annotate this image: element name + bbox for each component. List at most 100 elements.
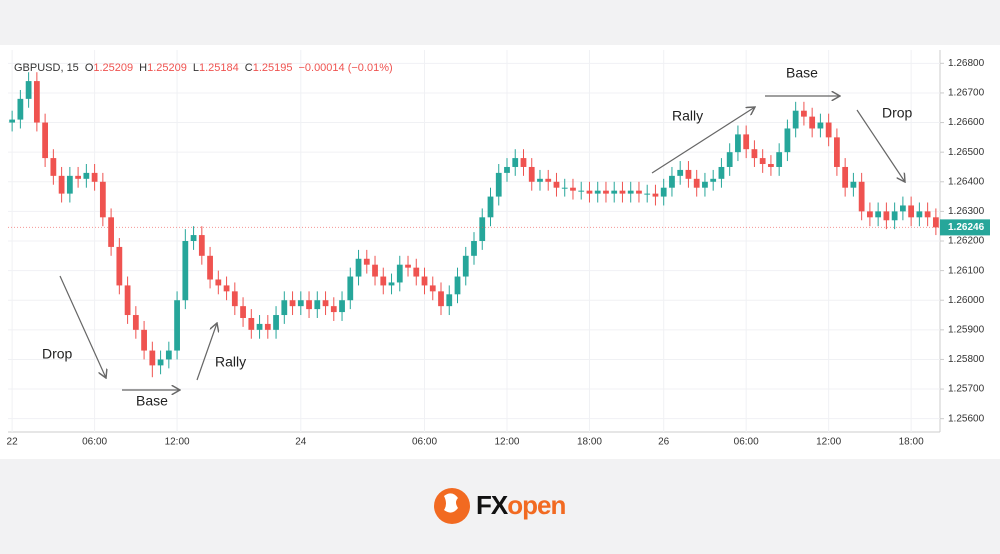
candle-body [58, 175, 65, 194]
candle-body [726, 152, 733, 167]
candle-body [429, 285, 436, 292]
ohlc-label: L [193, 62, 199, 74]
annotation: Base [786, 65, 818, 81]
y-tick-label: 1.26700 [948, 88, 985, 99]
candle-body [768, 164, 774, 167]
candle-body [297, 300, 304, 307]
candle-body [207, 255, 213, 280]
candle-body [17, 98, 24, 120]
candle-body [462, 255, 469, 277]
candle-body [603, 190, 609, 194]
annotation: Rally [215, 354, 246, 370]
candle-body [495, 172, 502, 197]
candle-body [314, 300, 321, 310]
candle-body [83, 172, 90, 179]
candle-body [553, 181, 560, 188]
candle-body [693, 178, 700, 188]
y-tick-label: 1.26300 [948, 206, 985, 217]
arrow [196, 323, 217, 381]
candle-body [438, 291, 444, 307]
candle-body [545, 178, 552, 182]
candle-body [784, 128, 791, 153]
candle-body [306, 300, 312, 310]
candle-body [174, 300, 180, 351]
candle-body [652, 193, 659, 197]
y-tick-label: 1.26400 [948, 176, 985, 187]
ohlc-value: 1.25209 [147, 62, 187, 74]
candle-body [479, 217, 486, 241]
candle-body [413, 267, 420, 277]
candle-body [289, 300, 296, 307]
candle-body [850, 181, 857, 188]
candle-body [875, 211, 882, 218]
candle-body [141, 329, 147, 351]
x-tick-label: 06:00 [734, 437, 759, 448]
candle-body [182, 241, 189, 301]
candle-body [528, 166, 535, 182]
candle-body [421, 276, 428, 286]
x-tick-label: 12:00 [165, 437, 190, 448]
candle-body [611, 190, 618, 194]
candle-body [932, 217, 939, 228]
candle-body [520, 158, 527, 167]
candle-body [9, 119, 16, 123]
candle-body [586, 190, 593, 194]
candle-body [42, 122, 49, 159]
annotation: Base [136, 393, 168, 409]
candle-body [198, 235, 205, 256]
arrow [59, 275, 106, 378]
candle-body [817, 122, 824, 129]
x-tick-label: 22 [7, 437, 19, 448]
last-price-tag [940, 219, 990, 236]
candle-body [908, 205, 915, 218]
candle-body [363, 258, 370, 265]
candle-body [446, 294, 453, 307]
candle-body [578, 190, 585, 192]
candle-body [916, 211, 923, 218]
candle-body [347, 276, 354, 301]
candle-body [735, 134, 741, 153]
candle-body [75, 175, 81, 179]
candle-body [157, 359, 164, 366]
candle-body [660, 187, 667, 197]
y-tick-label: 1.26100 [948, 265, 985, 276]
y-tick-label: 1.25700 [948, 384, 985, 395]
candle-body [264, 323, 271, 330]
y-tick-label: 1.25900 [948, 324, 985, 335]
candle-body [355, 258, 362, 277]
candle-body [33, 81, 40, 123]
candle-body [248, 317, 255, 330]
candle-body [240, 306, 246, 318]
candle-body [718, 166, 725, 179]
candle-body [124, 285, 131, 316]
x-tick-label: 18:00 [577, 437, 602, 448]
candle-body [570, 187, 576, 191]
candle-body [776, 152, 783, 167]
y-tick-label: 1.26200 [948, 236, 985, 247]
candle-body [223, 285, 230, 292]
candle-body [561, 187, 568, 189]
candle-body [899, 205, 906, 212]
candle-body [858, 181, 865, 212]
ohlc-label: H [139, 62, 147, 74]
x-tick-label: 24 [295, 437, 307, 448]
annotation: Rally [672, 108, 703, 124]
candle-body [372, 264, 378, 277]
candle-body [273, 315, 279, 330]
candle-body [644, 193, 651, 195]
candle-body [801, 110, 807, 117]
candle-body [504, 166, 510, 173]
header: GBPUSD, 15 O1.25209 H1.25209 L1.25184 C1.251… [14, 62, 393, 74]
y-tick-label: 1.25800 [948, 354, 985, 365]
candle-body [809, 116, 816, 129]
y-tick-label: 1.26800 [948, 58, 985, 69]
last-price-label: 1.26246 [948, 222, 985, 233]
candle-body [132, 315, 139, 330]
candle-body [380, 276, 387, 286]
candle-body [256, 323, 263, 330]
candle-body [685, 169, 692, 179]
candle-body [99, 181, 106, 218]
candle-body [825, 122, 832, 138]
